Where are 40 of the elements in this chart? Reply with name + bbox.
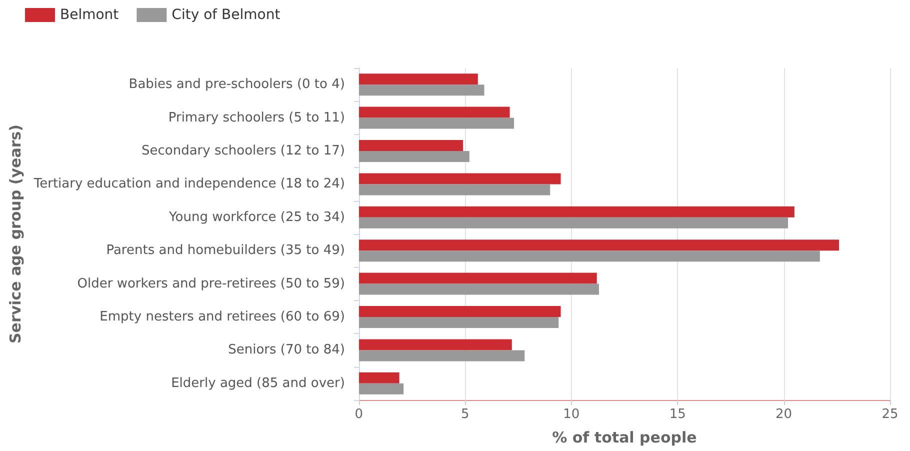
- bar: [358, 272, 597, 284]
- y-tick-label: Tertiary education and independence (18 to 24): [32, 176, 345, 192]
- bar: [358, 118, 514, 129]
- bar: [358, 317, 559, 328]
- bar: [358, 284, 599, 295]
- bar: [358, 106, 510, 118]
- y-tick-label: Primary schoolers (5 to 11): [168, 110, 345, 126]
- bar: [358, 240, 840, 251]
- bar: [358, 250, 820, 262]
- x-tick-label: 25: [882, 407, 898, 422]
- bar: [358, 217, 788, 228]
- y-tick-label: Seniors (70 to 84): [228, 342, 345, 358]
- bar: [358, 74, 478, 85]
- bar: [358, 84, 484, 96]
- x-tick-label: 5: [461, 407, 470, 422]
- bar: [358, 140, 464, 151]
- y-tick-label: Secondary schoolers (12 to 17): [141, 144, 345, 158]
- x-tick-label: 10: [563, 407, 580, 422]
- legend-label: City of Belmont: [172, 7, 281, 23]
- y-tick-label: Young workforce (25 to 34): [168, 210, 345, 225]
- y-tick-label: Babies and pre-schoolers (0 to 4): [128, 77, 345, 92]
- bar: [358, 184, 550, 196]
- bar: [358, 339, 512, 350]
- x-axis-title: % of total people: [552, 428, 697, 446]
- x-tick-label: 20: [776, 407, 792, 422]
- bar: [358, 350, 525, 362]
- bar: [358, 151, 470, 162]
- y-tick-label: Parents and homebuilders (35 to 49): [106, 243, 345, 258]
- bar: [358, 206, 794, 218]
- y-axis-title: Service age group (years): [6, 124, 24, 344]
- y-tick-label: Empty nesters and retirees (60 to 69): [100, 310, 345, 324]
- x-tick-label: 15: [669, 407, 686, 422]
- y-tick-label: Older workers and pre-retirees (50 to 59): [77, 276, 345, 292]
- bar: [358, 173, 561, 184]
- bar: [358, 383, 404, 394]
- y-tick-label: Elderly aged (85 and over): [171, 376, 345, 391]
- legend-label: Belmont: [60, 7, 120, 23]
- x-tick-label: 0: [354, 407, 364, 422]
- bar: [358, 306, 561, 317]
- bar: [358, 372, 400, 384]
